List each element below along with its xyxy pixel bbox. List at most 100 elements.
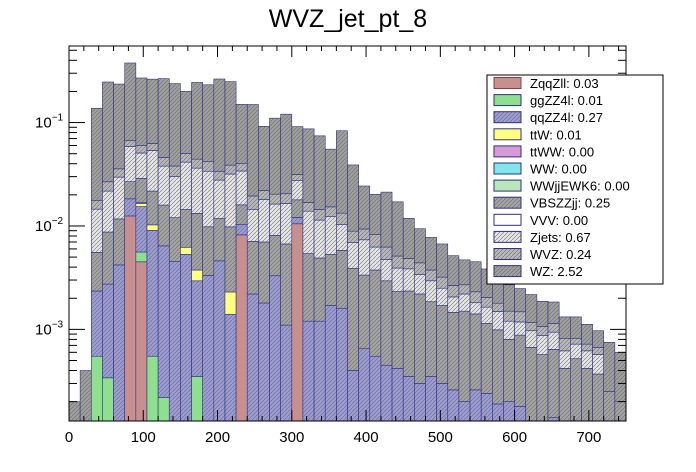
bar-VBSZZjj-bin-26 [358,274,371,350]
bar-VBSZZjj-bin-15 [235,204,248,225]
bar-WZ-bin-5 [124,62,137,141]
bar-Zjets-bin-35 [458,293,471,312]
chart-title: WVZ_jet_pt_8 [269,5,427,33]
bar-WZ-bin-16 [246,104,259,197]
bar-WVZ-bin-40 [514,311,527,323]
bar-qqZZ4l-bin-13 [213,260,226,422]
bar-WZ-bin-33 [436,243,449,278]
bar-WVZ-bin-26 [358,228,371,241]
bar-Zjets-bin-36 [469,302,482,315]
legend-label-ttW: ttW: 0.01 [530,127,582,142]
bar-WVZ-bin-37 [480,297,493,308]
bar-qqZZ4l-bin-36 [469,389,482,422]
bar-WVZ-bin-7 [146,143,159,151]
bar-qqZZ4l-bin-34 [447,389,460,422]
bar-qqZZ4l-bin-10 [180,254,192,422]
bar-WZ-bin-17 [258,126,270,191]
legend-label-WW: WW: 0.00 [530,162,587,177]
bar-VBSZZjj-bin-39 [503,339,515,402]
bar-VBSZZjj-bin-27 [369,269,382,357]
bar-WZ-bin-23 [324,148,337,208]
bar-qqZZ4l-bin-28 [380,364,393,422]
bar-VBSZZjj-bin-48 [603,391,616,422]
bar-WVZ-bin-24 [336,212,348,225]
bar-WZ-bin-30 [402,218,415,259]
bar-WZ-bin-42 [536,300,549,327]
bar-Zjets-bin-41 [525,330,538,348]
bar-WZ-bin-8 [157,78,170,158]
x-tick-label: 200 [205,429,230,446]
bar-qqZZ4l-bin-31 [414,383,426,422]
bar-VBSZZjj-bin-11 [191,213,203,271]
legend-label-VVV: VVV: 0.00 [530,213,588,228]
legend-label-ggZZ4l: ggZZ4l: 0.01 [530,93,603,108]
bar-Zjets-bin-16 [246,208,259,242]
bar-Zjets-bin-34 [447,296,460,313]
bar-Zjets-bin-8 [157,165,170,206]
legend-swatch-ZqqZll [493,77,522,89]
bar-qqZZ4l-bin-23 [324,305,337,422]
bar-qqZZ4l-bin-4 [113,264,125,422]
x-tick-label: 100 [131,429,156,446]
bar-VBSZZjj-bin-3 [102,231,114,285]
bar-Zjets-bin-6 [135,152,148,179]
bar-qqZZ4l-bin-9 [168,261,181,422]
bar-qqZZ4l-bin-25 [347,370,359,422]
bar-ttW-bin-6 [135,203,148,207]
bar-WZ-bin-21 [302,128,315,203]
bar-VBSZZjj-bin-41 [525,347,538,422]
bar-ZqqZll-bin-15 [235,234,248,422]
bar-WZ-bin-10 [180,91,192,154]
bar-WZ-bin-45 [569,316,582,339]
bar-qqZZ4l-bin-39 [503,401,515,422]
bar-WVZ-bin-25 [347,230,359,243]
bar-WVZ-bin-15 [235,163,248,172]
bar-Zjets-bin-13 [213,179,226,219]
x-tick-label: 700 [576,429,601,446]
bar-WVZ-bin-44 [558,337,571,352]
bar-qqZZ4l-bin-20 [291,217,304,225]
bar-VBSZZjj-bin-18 [269,235,281,277]
legend-label-Zjets: Zjets: 0.67 [530,230,591,245]
bar-WVZ-bin-38 [492,302,504,312]
bar-WZ-bin-48 [603,341,616,392]
bar-VBSZZjj-bin-46 [581,368,593,422]
x-tick-label: 0 [65,429,73,446]
bar-Zjets-bin-26 [358,239,371,276]
legend-label-ttWW: ttWW: 0.00 [530,144,594,159]
bar-Zjets-bin-19 [280,203,293,245]
bar-VBSZZjj-bin-28 [380,280,393,366]
bar-WVZ-bin-3 [102,181,114,192]
bar-qqZZ4l-bin-7 [146,230,159,357]
bar-VBSZZjj-bin-10 [180,209,192,248]
bar-WZ-bin-0 [68,401,81,422]
bar-WVZ-bin-10 [180,153,192,163]
bar-ggZZ4l-bin-6 [135,251,148,263]
bar-WVZ-bin-8 [157,157,170,167]
bar-WZ-bin-6 [135,77,148,146]
bar-WZ-bin-39 [503,284,515,312]
bar-ttW-bin-10 [180,246,192,255]
bar-Zjets-bin-15 [235,170,248,206]
bar-WZ-bin-40 [514,288,527,313]
bar-qqZZ4l-bin-2 [90,290,103,357]
bar-qqZZ4l-bin-16 [246,293,259,422]
legend-swatch-WZ [493,265,522,278]
bar-Zjets-bin-30 [402,268,415,292]
bar-VBSZZjj-bin-23 [324,254,337,306]
bar-Zjets-bin-37 [480,306,493,324]
bar-Zjets-bin-42 [536,335,549,355]
bar-Zjets-bin-9 [168,176,181,219]
legend-label-WWjjEWK6: WWjjEWK6: 0.00 [530,179,630,194]
legend: ZqqZll: 0.03 ggZZ4l: 0.01 qqZZ4l: 0.27 ttW:… [486,74,664,285]
bar-qqZZ4l-bin-18 [269,275,281,422]
legend-label-WZ: WZ: 2.52 [530,264,583,279]
bar-WZ-bin-27 [369,193,382,235]
bar-qqZZ4l-bin-24 [336,307,348,422]
legend-swatch-ggZZ4l [493,94,522,107]
bar-qqZZ4l-bin-5 [124,198,137,217]
bar-VBSZZjj-bin-44 [558,368,571,422]
bar-VBSZZjj-bin-49 [614,401,627,422]
legend-label-WVZ: WVZ: 0.24 [530,247,591,262]
bar-qqZZ4l-bin-11 [191,280,203,377]
